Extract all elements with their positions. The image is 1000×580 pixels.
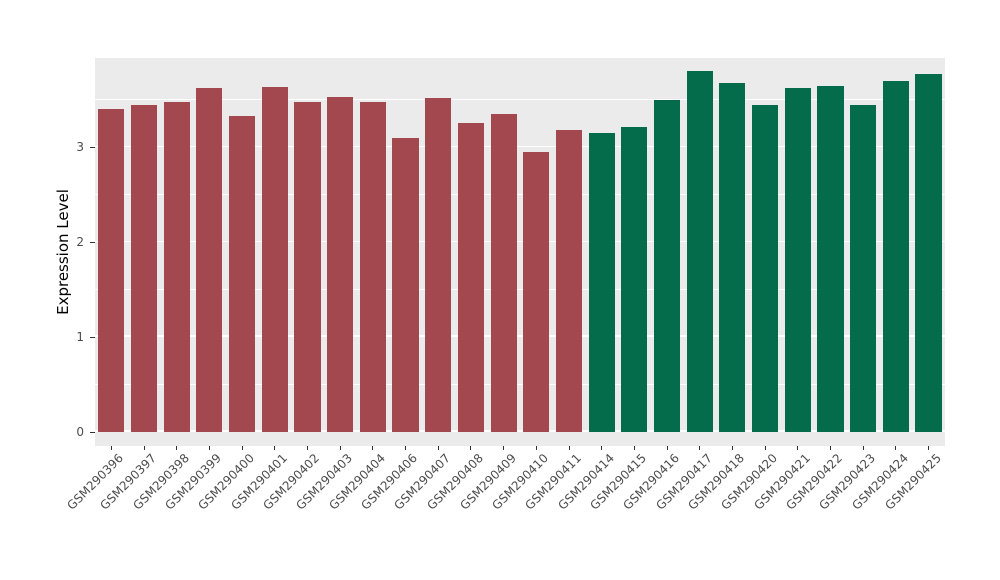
- bar-slot: [912, 58, 945, 432]
- y-tick-label: 1: [76, 329, 84, 344]
- bar-slot: [749, 58, 782, 432]
- bar-slot: [520, 58, 553, 432]
- bar-GSM290421: [784, 88, 811, 432]
- bar-slot: [324, 58, 357, 432]
- x-tick-mark: [535, 446, 537, 450]
- bar-GSM290425: [915, 74, 942, 432]
- bar-GSM290397: [130, 104, 158, 432]
- x-tick-mark: [405, 446, 407, 450]
- bar-slot: [95, 58, 128, 432]
- x-tick-mark: [241, 446, 243, 450]
- bars-layer: [95, 58, 945, 446]
- x-tick-mark: [862, 446, 864, 450]
- y-axis-title: Expression Level: [54, 189, 72, 315]
- x-tick-mark: [110, 446, 112, 450]
- bar-GSM290406: [392, 137, 419, 432]
- bar-slot: [226, 58, 259, 432]
- minor-gridline: [95, 193, 945, 195]
- x-tick-mark: [699, 446, 701, 450]
- x-tick-mark: [143, 446, 145, 450]
- x-tick-mark: [503, 446, 505, 450]
- bar-GSM290424: [882, 80, 909, 432]
- bar-slot: [291, 58, 324, 432]
- y-tick-mark: [90, 336, 95, 338]
- x-tick-mark: [339, 446, 341, 450]
- bar-GSM290408: [457, 123, 484, 432]
- x-tick-mark: [307, 446, 308, 450]
- bar-slot: [487, 58, 520, 432]
- bar-GSM290417: [686, 71, 713, 432]
- y-tick-mark: [90, 431, 95, 433]
- bar-GSM290396: [98, 109, 125, 432]
- x-tick-mark: [830, 446, 832, 450]
- minor-gridline: [95, 288, 945, 290]
- bar-GSM290418: [719, 82, 746, 432]
- bar-slot: [160, 58, 193, 432]
- x-tick-mark: [895, 446, 897, 450]
- bar-GSM290407: [425, 97, 452, 432]
- bar-slot: [585, 58, 618, 432]
- x-tick-mark: [274, 446, 276, 450]
- bar-slot: [847, 58, 880, 432]
- bar-slot: [781, 58, 814, 432]
- x-tick-mark: [633, 446, 635, 450]
- major-gridline: [95, 430, 945, 432]
- y-tick-label: 3: [76, 140, 84, 155]
- bar-slot: [716, 58, 749, 432]
- bar-GSM290402: [294, 101, 321, 432]
- y-tick-mark: [90, 147, 95, 149]
- minor-gridline: [95, 98, 945, 100]
- minor-gridline: [95, 383, 945, 385]
- bar-slot: [455, 58, 488, 432]
- y-tick-mark: [90, 242, 95, 244]
- bar-slot: [357, 58, 390, 432]
- bar-slot: [389, 58, 422, 432]
- bar-GSM290410: [523, 151, 550, 432]
- bar-GSM290415: [621, 127, 648, 432]
- x-tick-mark: [568, 446, 570, 450]
- plot-panel: [95, 58, 945, 446]
- bar-GSM290398: [163, 101, 190, 432]
- bar-GSM290401: [261, 87, 288, 432]
- x-tick-mark: [764, 446, 766, 450]
- bar-GSM290409: [490, 113, 517, 432]
- x-tick-mark: [666, 446, 668, 450]
- bar-GSM290416: [653, 99, 681, 432]
- x-tick-mark: [928, 446, 930, 450]
- y-tick-label: 0: [76, 424, 84, 439]
- y-tick-label: 2: [76, 235, 84, 250]
- major-gridline: [95, 335, 945, 337]
- bar-slot: [422, 58, 455, 432]
- x-tick-mark: [470, 446, 472, 450]
- bar-slot: [258, 58, 291, 432]
- bar-slot: [880, 58, 913, 432]
- bar-slot: [193, 58, 226, 432]
- bar-slot: [651, 58, 684, 432]
- bar-GSM290423: [850, 105, 877, 432]
- x-tick-mark: [797, 446, 799, 450]
- major-gridline: [95, 145, 945, 148]
- major-gridline: [95, 240, 945, 243]
- bar-GSM290422: [817, 86, 844, 432]
- bar-GSM290404: [359, 101, 386, 432]
- x-tick-mark: [601, 446, 603, 450]
- bar-GSM290420: [752, 105, 779, 432]
- bar-slot: [128, 58, 161, 432]
- bar-slot: [553, 58, 586, 432]
- bar-GSM290403: [327, 96, 354, 432]
- bar-GSM290411: [555, 130, 583, 432]
- bar-GSM290399: [196, 88, 223, 432]
- bar-slot: [683, 58, 716, 432]
- bar-GSM290400: [229, 115, 256, 432]
- x-tick-mark: [732, 446, 733, 450]
- x-tick-mark: [208, 446, 210, 450]
- bar-GSM290414: [588, 132, 615, 432]
- x-tick-mark: [437, 446, 439, 450]
- bar-slot: [618, 58, 651, 432]
- x-tick-mark: [372, 446, 374, 450]
- bar-slot: [814, 58, 847, 432]
- x-tick-mark: [176, 446, 178, 450]
